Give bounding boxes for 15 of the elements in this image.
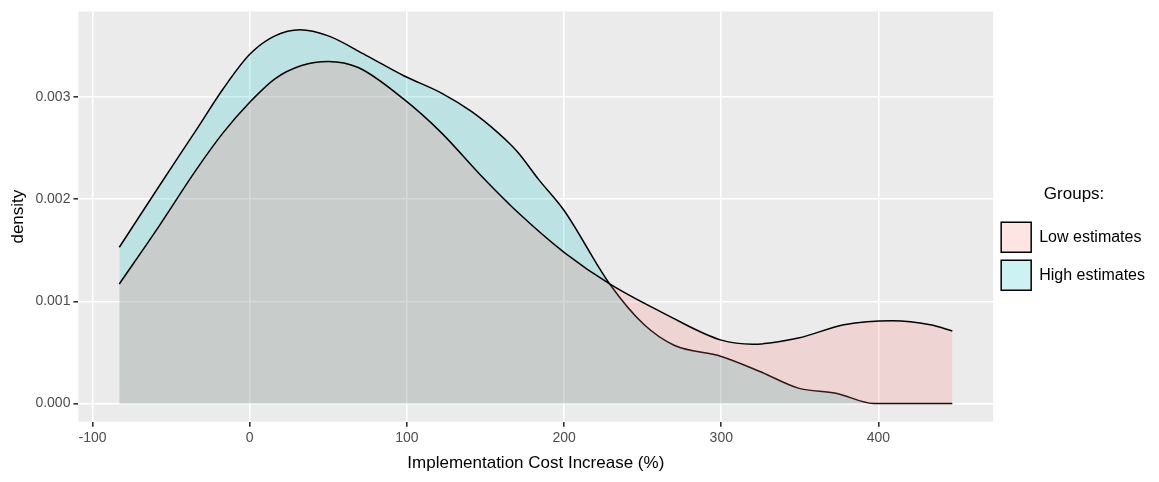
x-tick-label: 300 [709, 429, 734, 446]
legend-title: Groups: [1043, 183, 1105, 203]
x-tick-label: 200 [552, 429, 576, 446]
legend-label: High estimates [1039, 265, 1146, 283]
x-tick-label: -100 [78, 429, 107, 446]
x-tick-label: 100 [395, 429, 419, 446]
y-tick-label: 0.002 [35, 190, 71, 207]
y-tick-label: 0.001 [35, 292, 71, 309]
y-axis-title: density [7, 189, 27, 244]
y-tick-label: 0.003 [35, 88, 71, 105]
x-tick-label: 0 [245, 429, 254, 446]
y-tick-label: 0.000 [35, 394, 71, 411]
legend-label: Low estimates [1039, 227, 1142, 245]
x-axis-title: Implementation Cost Increase (%) [407, 453, 665, 473]
x-tick-label: 400 [866, 429, 891, 446]
